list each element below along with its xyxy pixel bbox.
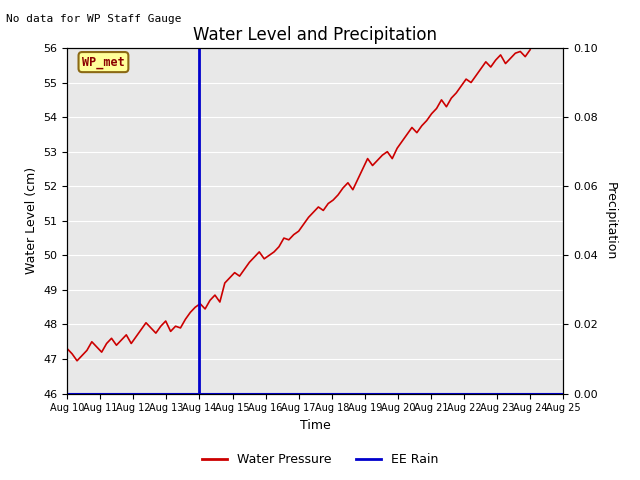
Water Pressure (73, 358, 81, 364)
Water Pressure (88, 339, 95, 345)
Y-axis label: Water Level (cm): Water Level (cm) (25, 167, 38, 275)
X-axis label: Time: Time (300, 419, 331, 432)
Water Pressure (152, 330, 160, 336)
Y-axis label: Precipitation: Precipitation (604, 181, 617, 260)
Water Pressure (63, 346, 71, 351)
Water Pressure (413, 130, 420, 135)
Title: Water Level and Precipitation: Water Level and Precipitation (193, 25, 437, 44)
Line: Water Pressure: Water Pressure (67, 50, 530, 361)
Text: No data for WP Staff Gauge: No data for WP Staff Gauge (6, 14, 182, 24)
Text: WP_met: WP_met (82, 56, 125, 69)
Water Pressure (394, 145, 401, 151)
Legend: Water Pressure, EE Rain: Water Pressure, EE Rain (196, 448, 444, 471)
Water Pressure (526, 47, 534, 53)
Water Pressure (408, 125, 416, 131)
Water Pressure (383, 149, 391, 155)
